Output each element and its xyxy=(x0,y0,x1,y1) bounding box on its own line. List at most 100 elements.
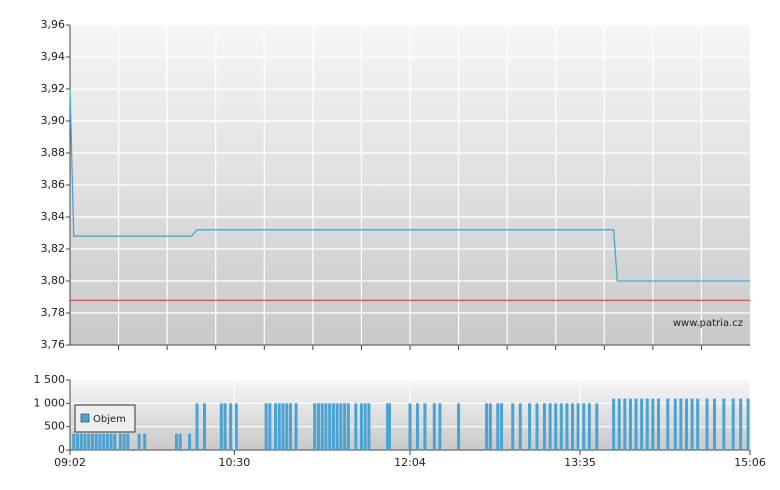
volume-bar xyxy=(696,398,700,450)
volume-bar xyxy=(281,403,285,450)
volume-bar xyxy=(143,433,147,450)
volume-bar xyxy=(354,403,358,450)
volume-bar xyxy=(617,398,621,450)
volume-bar xyxy=(457,403,461,450)
y-tick-label: 1 000 xyxy=(34,396,66,409)
volume-bar xyxy=(126,433,130,450)
volume-bar xyxy=(79,433,83,450)
volume-bar xyxy=(273,403,277,450)
volume-bar xyxy=(359,403,363,450)
y-tick-label: 3,76 xyxy=(41,338,66,351)
volume-bar xyxy=(543,403,547,450)
volume-bar xyxy=(713,398,717,450)
volume-bar xyxy=(335,403,339,450)
watermark: www.patria.cz xyxy=(673,318,743,329)
volume-bar xyxy=(528,403,532,450)
volume-bar xyxy=(316,403,320,450)
y-tick-label: 3,90 xyxy=(41,114,66,127)
volume-bar xyxy=(268,403,272,450)
volume-bar xyxy=(346,403,350,450)
volume-bar xyxy=(679,398,683,450)
volume-bar xyxy=(178,433,182,450)
volume-bar xyxy=(328,403,332,450)
volume-bar xyxy=(343,403,347,450)
y-tick-label: 3,78 xyxy=(41,306,66,319)
volume-bar xyxy=(83,433,87,450)
volume-bar xyxy=(488,403,492,450)
volume-bar xyxy=(203,403,207,450)
volume-bar xyxy=(565,403,569,450)
volume-bar xyxy=(571,403,575,450)
volume-bar xyxy=(113,433,117,450)
y-tick-label: 3,86 xyxy=(41,178,66,191)
volume-bar xyxy=(722,398,726,450)
volume-bar xyxy=(363,403,367,450)
volume-bar xyxy=(656,398,660,450)
volume-bar xyxy=(432,403,436,450)
volume-bar xyxy=(102,433,106,450)
volume-bar xyxy=(264,403,268,450)
legend-label: Objem xyxy=(93,414,126,425)
volume-bar xyxy=(423,403,427,450)
volume-bar xyxy=(294,403,298,450)
volume-bar xyxy=(105,433,109,450)
volume-bar xyxy=(595,403,599,450)
x-tick-label: 10:30 xyxy=(219,456,251,469)
volume-bar xyxy=(576,403,580,450)
volume-bar xyxy=(559,403,563,450)
y-tick-label: 3,88 xyxy=(41,146,66,159)
y-tick-label: 0 xyxy=(58,443,65,456)
volume-bar xyxy=(339,403,343,450)
volume-bar xyxy=(94,433,98,450)
volume-bar xyxy=(612,398,616,450)
volume-bar xyxy=(109,433,113,450)
volume-bar xyxy=(75,433,79,450)
volume-bar xyxy=(666,398,670,450)
volume-bar xyxy=(137,433,141,450)
volume-bar xyxy=(645,398,649,450)
volume-bar xyxy=(518,403,522,450)
volume-bar xyxy=(90,433,94,450)
volume-bar xyxy=(438,403,442,450)
x-tick-label: 12:04 xyxy=(394,456,426,469)
volume-bar xyxy=(122,433,126,450)
volume-bar xyxy=(223,403,227,450)
y-tick-label: 500 xyxy=(44,420,65,433)
y-tick-label: 3,80 xyxy=(41,274,66,287)
volume-bar xyxy=(731,398,735,450)
volume-bar xyxy=(174,433,178,450)
volume-bar xyxy=(234,403,238,450)
volume-bar xyxy=(739,398,743,450)
x-tick-label: 15:06 xyxy=(734,456,766,469)
y-tick-label: 3,84 xyxy=(41,210,66,223)
volume-bar xyxy=(313,403,317,450)
y-tick-label: 3,96 xyxy=(41,18,66,31)
volume-bar xyxy=(582,403,586,450)
volume-bar xyxy=(118,433,122,450)
y-tick-label: 3,94 xyxy=(41,50,66,63)
volume-bar xyxy=(511,403,515,450)
volume-bar xyxy=(548,403,552,450)
volume-bar xyxy=(98,433,102,450)
volume-bar xyxy=(496,403,500,450)
volume-bar xyxy=(673,398,677,450)
volume-bar xyxy=(324,403,328,450)
volume-bar xyxy=(554,403,558,450)
y-tick-label: 3,92 xyxy=(41,82,66,95)
volume-bar xyxy=(634,398,638,450)
volume-bar xyxy=(500,403,504,450)
legend-swatch xyxy=(80,413,90,423)
volume-bar xyxy=(408,403,412,450)
volume-bar xyxy=(640,398,644,450)
volume-bar xyxy=(684,398,688,450)
volume-bar xyxy=(367,403,371,450)
volume-bar xyxy=(587,403,591,450)
volume-bar xyxy=(690,398,694,450)
price-line xyxy=(69,88,750,282)
volume-bar xyxy=(623,398,627,450)
volume-bar xyxy=(219,403,223,450)
volume-bar xyxy=(288,403,292,450)
y-tick-label: 3,82 xyxy=(41,242,66,255)
volume-bar xyxy=(535,403,539,450)
